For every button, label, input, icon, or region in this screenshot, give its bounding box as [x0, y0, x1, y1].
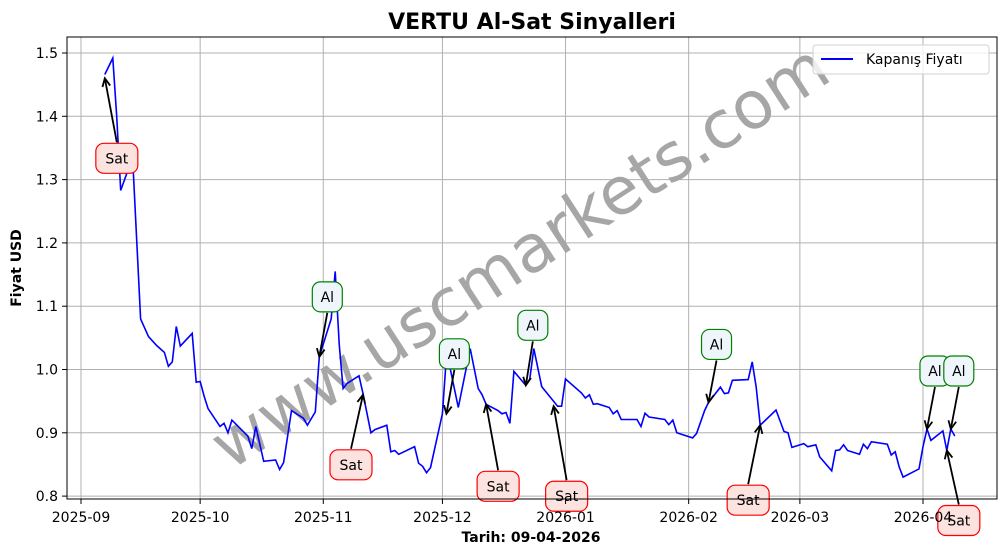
y-tick-label: 1.4 [36, 109, 58, 125]
buy-signal-label: Al [438, 338, 470, 416]
buy-signal-label: Al [311, 281, 343, 359]
arrow-icon [923, 420, 934, 432]
buy-signal-label: Al [919, 355, 951, 432]
y-tick-label: 1.3 [36, 173, 58, 189]
x-tick-label: 2025-09 [52, 510, 111, 526]
svg-text:Al: Al [526, 318, 539, 334]
legend: Kapanış Fiyatı [812, 44, 990, 75]
chart-title: VERTU Al-Sat Sinyalleri [388, 10, 676, 35]
arrow-icon [443, 404, 453, 416]
arrow-icon [947, 420, 957, 432]
y-tick-label: 1.5 [36, 46, 58, 62]
legend-label: Kapanış Fiyatı [866, 52, 963, 68]
grid [67, 37, 997, 499]
plot-frame [66, 36, 998, 500]
arrow-icon [705, 393, 715, 405]
svg-text:Al: Al [448, 347, 461, 363]
buy-signal-label: Al [700, 328, 733, 405]
arrow-icon [356, 392, 366, 404]
x-tick-label: 2026-03 [771, 510, 830, 526]
svg-text:Al: Al [952, 364, 965, 380]
x-tick-label: 2025-12 [413, 510, 472, 526]
svg-text:Sat: Sat [555, 489, 578, 505]
x-tick-label: 2025-11 [294, 510, 353, 526]
arrow-icon [316, 347, 326, 359]
y-tick-label: 1.2 [36, 236, 58, 252]
svg-text:Sat: Sat [105, 151, 128, 167]
arrow-icon [550, 404, 560, 416]
svg-text:Sat: Sat [947, 514, 970, 530]
svg-text:Al: Al [928, 364, 941, 380]
buy-signal-label: Al [943, 355, 975, 432]
sell-signal-label: Sat [95, 76, 139, 174]
y-axis: 0.8 0.9 1.0 1.1 1.2 1.3 1.4 1.5 [36, 46, 67, 505]
svg-text:www.uscmarkets.com: www.uscmarkets.com [197, 28, 843, 485]
y-axis-label: Fiyat USD [9, 229, 25, 307]
y-tick-label: 1.1 [36, 299, 58, 315]
svg-text:Sat: Sat [340, 458, 363, 474]
arrow-icon [943, 448, 954, 460]
y-tick-label: 0.8 [36, 489, 58, 505]
signal-annotations: Sat Al Sat Al Sat Al Sat Al Sat Al Al Sat [95, 76, 981, 537]
svg-text:Al: Al [321, 290, 334, 306]
arrow-icon [522, 376, 532, 388]
svg-text:Sat: Sat [487, 479, 510, 495]
x-tick-label: 2026-01 [536, 510, 595, 526]
x-axis: 2025-09 2025-10 2025-11 2025-12 2026-01 2026-… [52, 499, 953, 526]
arrow-icon [753, 423, 764, 435]
svg-text:Al: Al [710, 337, 723, 353]
arrow-icon [482, 402, 493, 414]
sell-signal-label: Sat [726, 423, 770, 516]
sell-signal-label: Sat [937, 448, 981, 537]
arrow-icon [101, 76, 111, 88]
y-tick-label: 1.0 [36, 363, 58, 379]
x-tick-label: 2025-10 [171, 510, 230, 526]
x-axis-label: Tarih: 09-04-2026 [462, 530, 601, 546]
sell-signal-label: Sat [545, 404, 589, 512]
watermark: www.uscmarkets.com [197, 28, 843, 485]
x-tick-label: 2026-02 [659, 510, 718, 526]
sell-signal-label: Sat [329, 392, 373, 481]
buy-signal-label: Al [517, 309, 549, 388]
svg-text:Sat: Sat [737, 493, 760, 509]
sell-signal-label: Sat [476, 402, 520, 502]
y-tick-label: 0.9 [36, 426, 58, 442]
x-tick-label: 2026-04 [894, 510, 953, 526]
